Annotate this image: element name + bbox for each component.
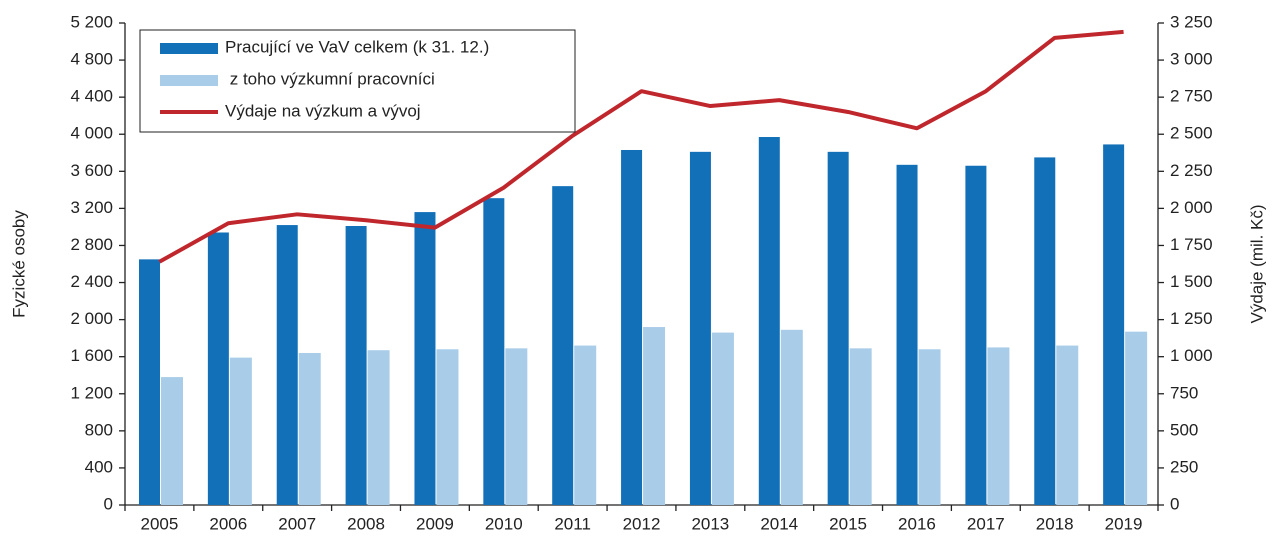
- y2-tick-label: 500: [1170, 420, 1198, 439]
- y-tick-label: 1 200: [70, 383, 113, 402]
- y2-tick-label: 1 750: [1170, 235, 1213, 254]
- bar: [918, 349, 941, 505]
- y-tick-label: 1 600: [70, 346, 113, 365]
- bar: [711, 332, 734, 505]
- y2-tick-label: 3 000: [1170, 50, 1213, 69]
- y2-tick-label: 1 250: [1170, 309, 1213, 328]
- x-tick-label: 2014: [760, 514, 798, 533]
- bar: [207, 232, 229, 505]
- line-series: [158, 29, 1124, 264]
- bar: [436, 349, 459, 505]
- bar: [758, 137, 780, 505]
- bar: [414, 212, 436, 506]
- bar: [689, 151, 711, 506]
- y2-tick-label: 2 000: [1170, 198, 1213, 217]
- y2-tick-label: 1 000: [1170, 346, 1213, 365]
- x-tick-label: 2007: [278, 514, 316, 533]
- bar: [780, 329, 803, 505]
- bar: [574, 345, 597, 505]
- y-tick-label: 3 600: [70, 161, 113, 180]
- x-tick-label: 2010: [485, 514, 523, 533]
- y-tick-label: 5 200: [70, 12, 113, 31]
- x-tick-label: 2005: [141, 514, 179, 533]
- legend-label: Výdaje na výzkum a vývoj: [225, 101, 421, 120]
- x-tick-label: 2009: [416, 514, 454, 533]
- y-tick-label: 2 800: [70, 235, 113, 254]
- x-tick-label: 2013: [691, 514, 729, 533]
- bar: [621, 149, 643, 505]
- bar: [139, 259, 160, 505]
- x-tick-label: 2018: [1036, 514, 1074, 533]
- y2-tick-label: 3 250: [1170, 12, 1213, 31]
- bar: [643, 327, 666, 505]
- legend-swatch: [160, 75, 218, 86]
- bar: [345, 225, 367, 505]
- y-tick-label: 4 800: [70, 50, 113, 69]
- y-tick-label: 800: [85, 420, 113, 439]
- x-tick-label: 2012: [623, 514, 661, 533]
- x-tick-label: 2008: [347, 514, 385, 533]
- y2-tick-label: 750: [1170, 383, 1198, 402]
- bar: [896, 164, 918, 506]
- y-axis-label: Fyzické osoby: [9, 210, 28, 318]
- bar: [987, 347, 1010, 505]
- y2-axis-label: Výdaje (mil. Kč): [1247, 204, 1266, 323]
- bar: [483, 198, 505, 505]
- legend-label: Pracující ve VaV celkem (k 31. 12.): [225, 37, 489, 56]
- bar: [161, 377, 183, 505]
- y2-tick-label: 1 500: [1170, 272, 1213, 291]
- bar: [1034, 157, 1056, 505]
- bar: [276, 225, 298, 506]
- y2-tick-label: 2 250: [1170, 161, 1213, 180]
- x-tick-label: 2015: [829, 514, 867, 533]
- x-tick-label: 2016: [898, 514, 936, 533]
- y2-tick-label: 2 500: [1170, 124, 1213, 143]
- bar: [827, 151, 849, 506]
- y2-tick-label: 2 750: [1170, 87, 1213, 106]
- legend-label: z toho výzkumní pracovníci: [225, 69, 435, 88]
- bar: [849, 348, 872, 505]
- y2-tick-label: 250: [1170, 457, 1198, 476]
- bar: [1056, 345, 1079, 505]
- bar: [298, 352, 321, 505]
- bar: [965, 165, 987, 505]
- bar: [505, 348, 528, 505]
- y-tick-label: 0: [104, 494, 113, 513]
- y-tick-label: 3 200: [70, 198, 113, 217]
- x-tick-label: 2017: [967, 514, 1005, 533]
- bar: [552, 186, 574, 505]
- y-tick-label: 400: [85, 457, 113, 476]
- y2-tick-label: 0: [1170, 494, 1179, 513]
- y-tick-label: 2 400: [70, 272, 113, 291]
- y-tick-label: 4 400: [70, 87, 113, 106]
- bar: [367, 350, 390, 505]
- x-tick-label: 2011: [554, 514, 591, 533]
- y-tick-label: 2 000: [70, 309, 113, 328]
- bar: [1103, 144, 1125, 505]
- legend-swatch: [160, 43, 218, 54]
- bar: [1125, 331, 1148, 505]
- x-tick-label: 2006: [209, 514, 247, 533]
- x-tick-label: 2019: [1105, 514, 1143, 533]
- y-tick-label: 4 000: [70, 124, 113, 143]
- bar: [229, 357, 252, 505]
